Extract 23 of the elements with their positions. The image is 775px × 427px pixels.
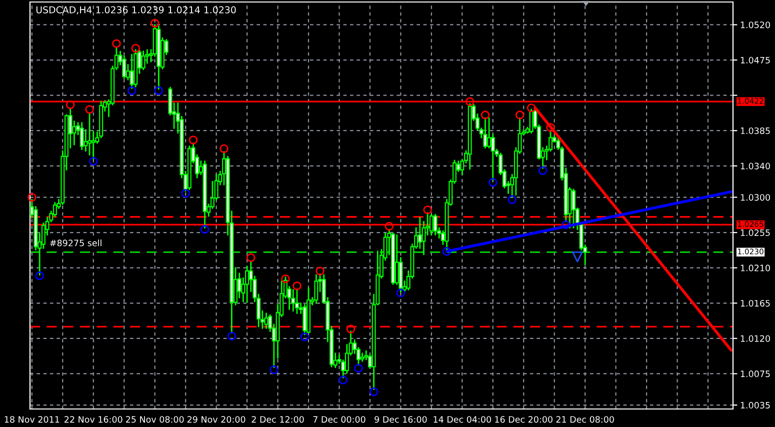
- x-tick-label: 9 Dec 16:00: [374, 416, 427, 423]
- x-tick-label: 14 Dec 04:00: [434, 416, 492, 423]
- y-tick-label: 1.0255: [740, 229, 770, 236]
- x-tick-label: 21 Dec 08:00: [556, 416, 614, 423]
- annotation: #89275 sell: [50, 240, 102, 246]
- x-tick-label: 2 Dec 12:00: [252, 416, 304, 423]
- x-tick-label: 16 Dec 20:00: [495, 416, 552, 423]
- y-tick-label: 1.0520: [740, 22, 770, 28]
- y-tick-label: 1.0035: [740, 402, 770, 409]
- x-tick-label: 25 Nov 08:00: [126, 416, 184, 423]
- x-tick-label: 22 Nov 16:00: [64, 416, 122, 423]
- y-tick-label: 1.0385: [740, 127, 770, 134]
- y-tick-label: 1.0165: [740, 300, 770, 307]
- y-tick-label: 1.0340: [740, 162, 770, 170]
- y-tick-label: 1.0475: [740, 56, 770, 64]
- y-tick-label: 1.0075: [740, 370, 770, 378]
- y-tick-label: 1.0300: [740, 194, 770, 201]
- x-tick-label: 18 Nov 2011: [4, 416, 60, 423]
- y-tick-label: 1.0210: [740, 264, 770, 272]
- y-tick-label: 1.0120: [740, 335, 770, 342]
- x-tick-label: 7 Dec 00:00: [313, 416, 366, 423]
- chart-title: USDCAD,H4 1.0236 1.0239 1.0214 1.0230: [36, 6, 236, 14]
- x-tick-label: 29 Nov 20:00: [187, 416, 246, 423]
